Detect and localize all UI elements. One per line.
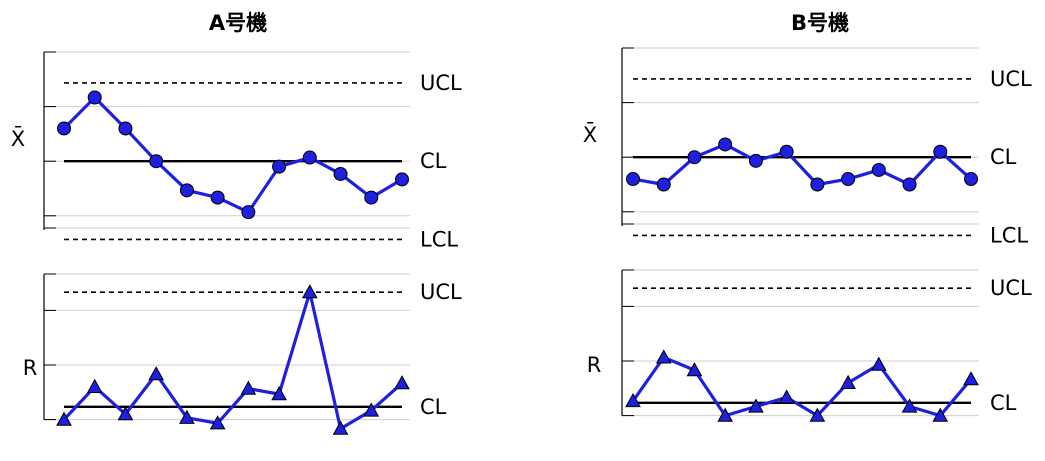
data-point — [901, 398, 918, 413]
chart-title: A号機 — [209, 11, 267, 35]
data-point — [902, 177, 917, 192]
data-point — [56, 411, 72, 426]
series-line — [62, 95, 403, 214]
series-line — [631, 355, 973, 418]
control-label-cl: CL — [420, 395, 447, 419]
data-point — [117, 406, 134, 421]
control-label-ucl: UCL — [990, 276, 1032, 300]
chart-panel-1: A号機 X̄ UCL CL LCL — [11, 11, 462, 251]
data-point — [656, 177, 671, 192]
data-point — [871, 162, 886, 177]
data-point — [840, 374, 856, 389]
data-point — [717, 407, 734, 422]
data-point — [933, 144, 948, 159]
data-point — [86, 378, 103, 393]
data-point — [932, 407, 949, 422]
control-label-ucl: UCL — [420, 71, 462, 95]
data-point — [625, 393, 641, 408]
data-point — [210, 190, 225, 205]
control-label-cl: CL — [990, 145, 1017, 169]
control-label-ucl: UCL — [420, 280, 462, 304]
data-point — [333, 166, 348, 181]
data-point — [363, 402, 380, 417]
data-point — [179, 409, 195, 424]
data-point — [364, 190, 379, 205]
series-line — [62, 290, 404, 431]
data-point — [655, 349, 672, 364]
data-point — [687, 150, 702, 165]
data-point — [148, 366, 165, 381]
data-point — [748, 153, 763, 168]
chart-title: B号機 — [791, 11, 849, 35]
data-point — [179, 183, 194, 198]
data-point — [332, 420, 349, 435]
data-point — [149, 154, 164, 169]
data-point — [240, 380, 257, 395]
data-point — [841, 172, 856, 187]
series-line — [632, 142, 973, 187]
data-point — [686, 362, 703, 377]
data-point — [302, 150, 317, 165]
control-label-lcl: LCL — [420, 227, 458, 251]
data-point — [809, 407, 826, 422]
control-label-cl: CL — [990, 391, 1017, 415]
data-point — [963, 371, 979, 386]
data-point — [394, 375, 410, 390]
control-label-lcl: LCL — [990, 223, 1028, 247]
y-axis-label: R — [23, 356, 38, 380]
data-point — [779, 144, 794, 159]
chart-panel-3: R UCL CL — [23, 273, 462, 435]
data-point — [748, 398, 764, 413]
data-point — [810, 177, 825, 192]
data-point — [778, 389, 795, 404]
data-point — [870, 356, 887, 371]
data-point — [718, 137, 733, 152]
control-label-cl: CL — [420, 149, 447, 173]
data-point — [395, 172, 409, 187]
data-point — [626, 172, 640, 187]
data-point — [272, 159, 287, 174]
y-axis-label: X̄ — [11, 126, 25, 151]
data-point — [209, 415, 226, 430]
data-point — [301, 284, 318, 299]
y-axis-label: R — [587, 353, 602, 377]
data-point — [271, 386, 287, 401]
data-point — [964, 172, 978, 187]
data-point — [118, 121, 133, 136]
chart-panel-4: R UCL CL — [587, 269, 1032, 422]
y-axis-label: X̄ — [583, 122, 597, 147]
data-point — [57, 121, 71, 136]
data-point — [241, 205, 256, 220]
data-point — [87, 90, 102, 105]
control-label-ucl: UCL — [990, 67, 1032, 91]
chart-panel-2: B号機 X̄ UCL CL LCL — [583, 11, 1032, 247]
